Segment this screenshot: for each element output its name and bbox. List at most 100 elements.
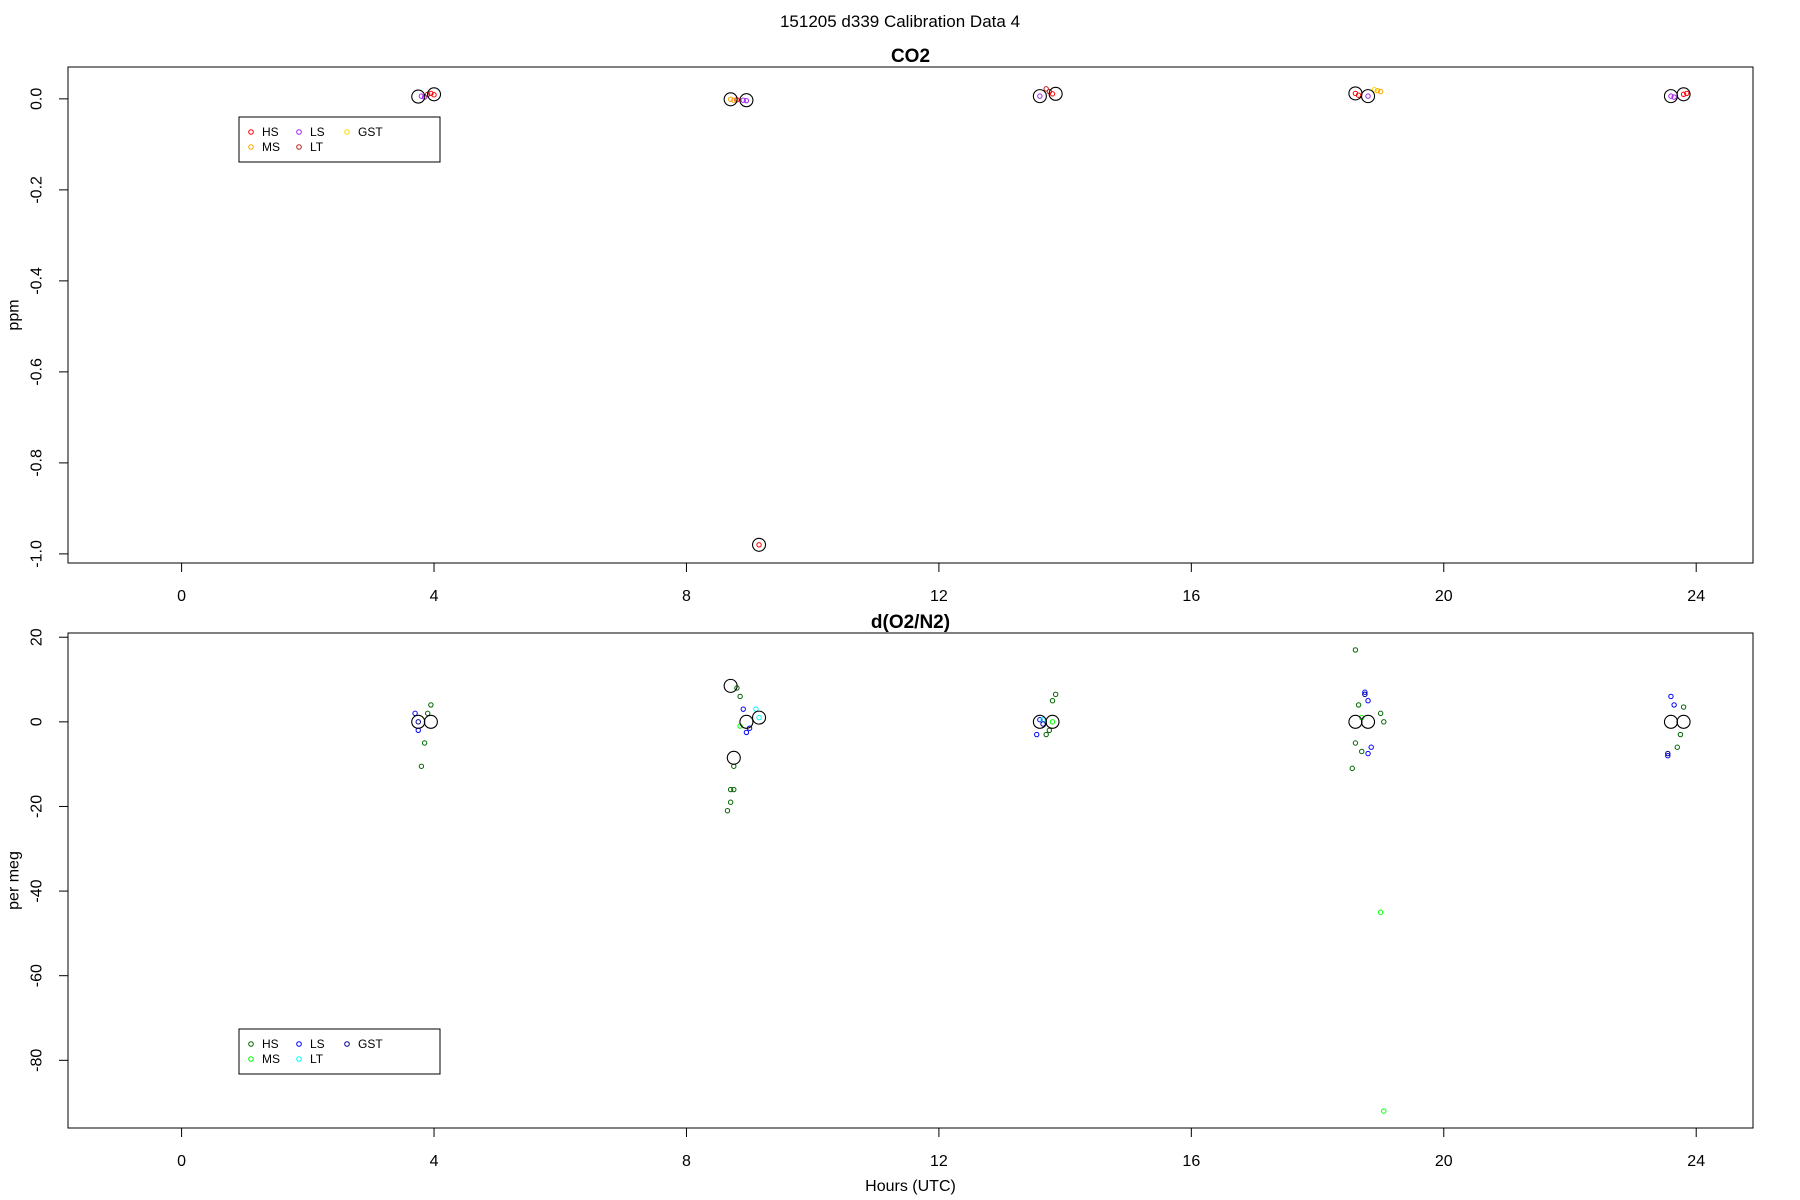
o2n2-y-tick-label: -80: [29, 1049, 46, 1072]
o2n2-point-ls: [412, 710, 418, 717]
co2-x-tick-label: 0: [177, 588, 186, 605]
co2-x-tick-label: 16: [1182, 588, 1200, 605]
co2-legend-label: MS: [262, 140, 280, 154]
o2n2-x-tick-label: 0: [177, 1153, 186, 1170]
co2-point-ls: [418, 93, 425, 99]
o2n2-point-hs: [1046, 727, 1053, 734]
o2n2-legend-marker: [344, 1041, 350, 1047]
o2n2-legend-label: HS: [262, 1037, 279, 1051]
o2n2-point-gst: [1362, 691, 1368, 698]
co2-point-mean: [1663, 89, 1679, 104]
o2n2-point-hs: [418, 763, 425, 769]
o2n2-point-hs: [421, 740, 428, 746]
co2-y-tick-label: -0.4: [29, 267, 46, 295]
o2n2-legend-label: LT: [310, 1052, 324, 1066]
o2n2-point-mean: [1676, 714, 1691, 729]
co2-point-mean: [426, 87, 442, 102]
o2n2-point-ls: [1034, 731, 1040, 738]
co2-point-mean: [739, 93, 754, 108]
o2n2-point-ms: [1049, 719, 1056, 725]
o2n2-legend-marker: [248, 1041, 254, 1047]
co2-legend-label: HS: [262, 125, 279, 139]
co2-point-hs: [756, 542, 762, 548]
co2-point-gst: [1371, 87, 1378, 93]
o2n2-point-hs: [1349, 765, 1355, 772]
o2n2-point-ls: [1365, 697, 1371, 704]
o2n2-y-tick-label: 0: [29, 717, 46, 726]
o2n2-legend-box: [238, 1028, 441, 1075]
co2-x-tick-label: 24: [1687, 588, 1705, 605]
o2n2-point-hs: [1355, 702, 1362, 708]
o2n2-point-hs: [1352, 740, 1359, 746]
o2n2-point-hs: [1377, 710, 1384, 717]
o2n2-point-hs: [1381, 719, 1387, 725]
co2-point-ms: [727, 96, 734, 103]
o2n2-point-ms: [1381, 1108, 1387, 1114]
o2n2-y-tick-label: -60: [29, 964, 46, 987]
o2n2-point-mean: [1360, 714, 1376, 729]
co2-legend-label: GST: [358, 125, 383, 139]
o2n2-y-tick-label: -20: [29, 795, 46, 818]
o2n2-point-gst: [1040, 721, 1046, 727]
o2n2-point-hs: [727, 786, 734, 793]
co2-legend-label: LS: [310, 125, 325, 139]
co2-point-ms: [1374, 87, 1381, 94]
o2n2-point-ls: [743, 729, 750, 736]
o2n2-point-hs: [425, 710, 431, 717]
o2n2-point-ls: [1362, 689, 1368, 695]
o2n2-point-gst: [415, 719, 421, 725]
o2n2-x-tick-label: 4: [430, 1153, 439, 1170]
co2-point-mean: [1048, 86, 1063, 101]
o2n2-point-ls: [1668, 693, 1674, 700]
co2-panel-title: CO2: [891, 46, 930, 67]
o2n2-legend-label: GST: [358, 1037, 383, 1051]
o2n2-legend-label: MS: [262, 1052, 280, 1066]
o2n2-x-tick-label: 24: [1687, 1153, 1705, 1170]
o2n2-point-ls: [1665, 752, 1671, 759]
co2-legend-box: [238, 116, 441, 163]
o2n2-x-tick-label: 16: [1182, 1153, 1200, 1170]
o2n2-point-ls: [1368, 744, 1374, 750]
o2n2-point-hs: [1352, 647, 1359, 653]
o2n2-point-mean: [1045, 714, 1060, 729]
co2-point-ls: [1668, 93, 1674, 99]
co2-point-hs: [1680, 91, 1687, 98]
co2-point-mean: [1676, 87, 1691, 102]
co2-x-tick-label: 8: [682, 588, 691, 605]
co2-y-tick-label: -0.2: [29, 176, 46, 204]
co2-point-ls: [740, 97, 746, 103]
o2n2-point-mean: [411, 714, 426, 729]
co2-point-mean: [411, 89, 426, 104]
co2-point-hs: [428, 90, 434, 97]
co2-point-ls: [743, 97, 750, 104]
co2-point-mean: [751, 537, 767, 552]
co2-point-ls: [1037, 93, 1043, 99]
o2n2-point-lt: [753, 706, 759, 712]
o2n2-x-tick-label: 8: [682, 1153, 691, 1170]
co2-legend-marker: [248, 144, 254, 150]
o2n2-point-ms: [1377, 909, 1384, 915]
o2n2-point-hs: [1677, 731, 1684, 738]
co2-point-ls: [1365, 93, 1371, 99]
co2-point-ms: [731, 97, 737, 103]
co2-point-ms: [1377, 88, 1384, 95]
o2n2-point-hs: [1359, 748, 1365, 755]
o2n2-point-hs: [731, 786, 737, 793]
co2-legend-marker: [248, 129, 254, 135]
o2n2-point-mean: [751, 710, 767, 725]
co2-x-tick-label: 20: [1435, 588, 1453, 605]
o2n2-point-ls: [740, 706, 746, 712]
o2n2-legend-label: LS: [310, 1037, 325, 1051]
o2n2-point-hs: [724, 807, 731, 814]
o2n2-x-tick-label: 20: [1435, 1153, 1453, 1170]
co2-point-ls: [1671, 94, 1677, 100]
o2n2-point-hs: [727, 799, 734, 805]
o2n2-point-mean: [739, 714, 754, 729]
o2n2-point-hs: [1049, 697, 1056, 704]
o2n2-legend-marker: [248, 1056, 254, 1062]
o2n2-point-mean: [723, 678, 738, 693]
co2-y-tick-label: -0.6: [29, 358, 46, 386]
co2-point-mean: [723, 92, 738, 107]
o2n2-point-hs: [1043, 731, 1049, 738]
